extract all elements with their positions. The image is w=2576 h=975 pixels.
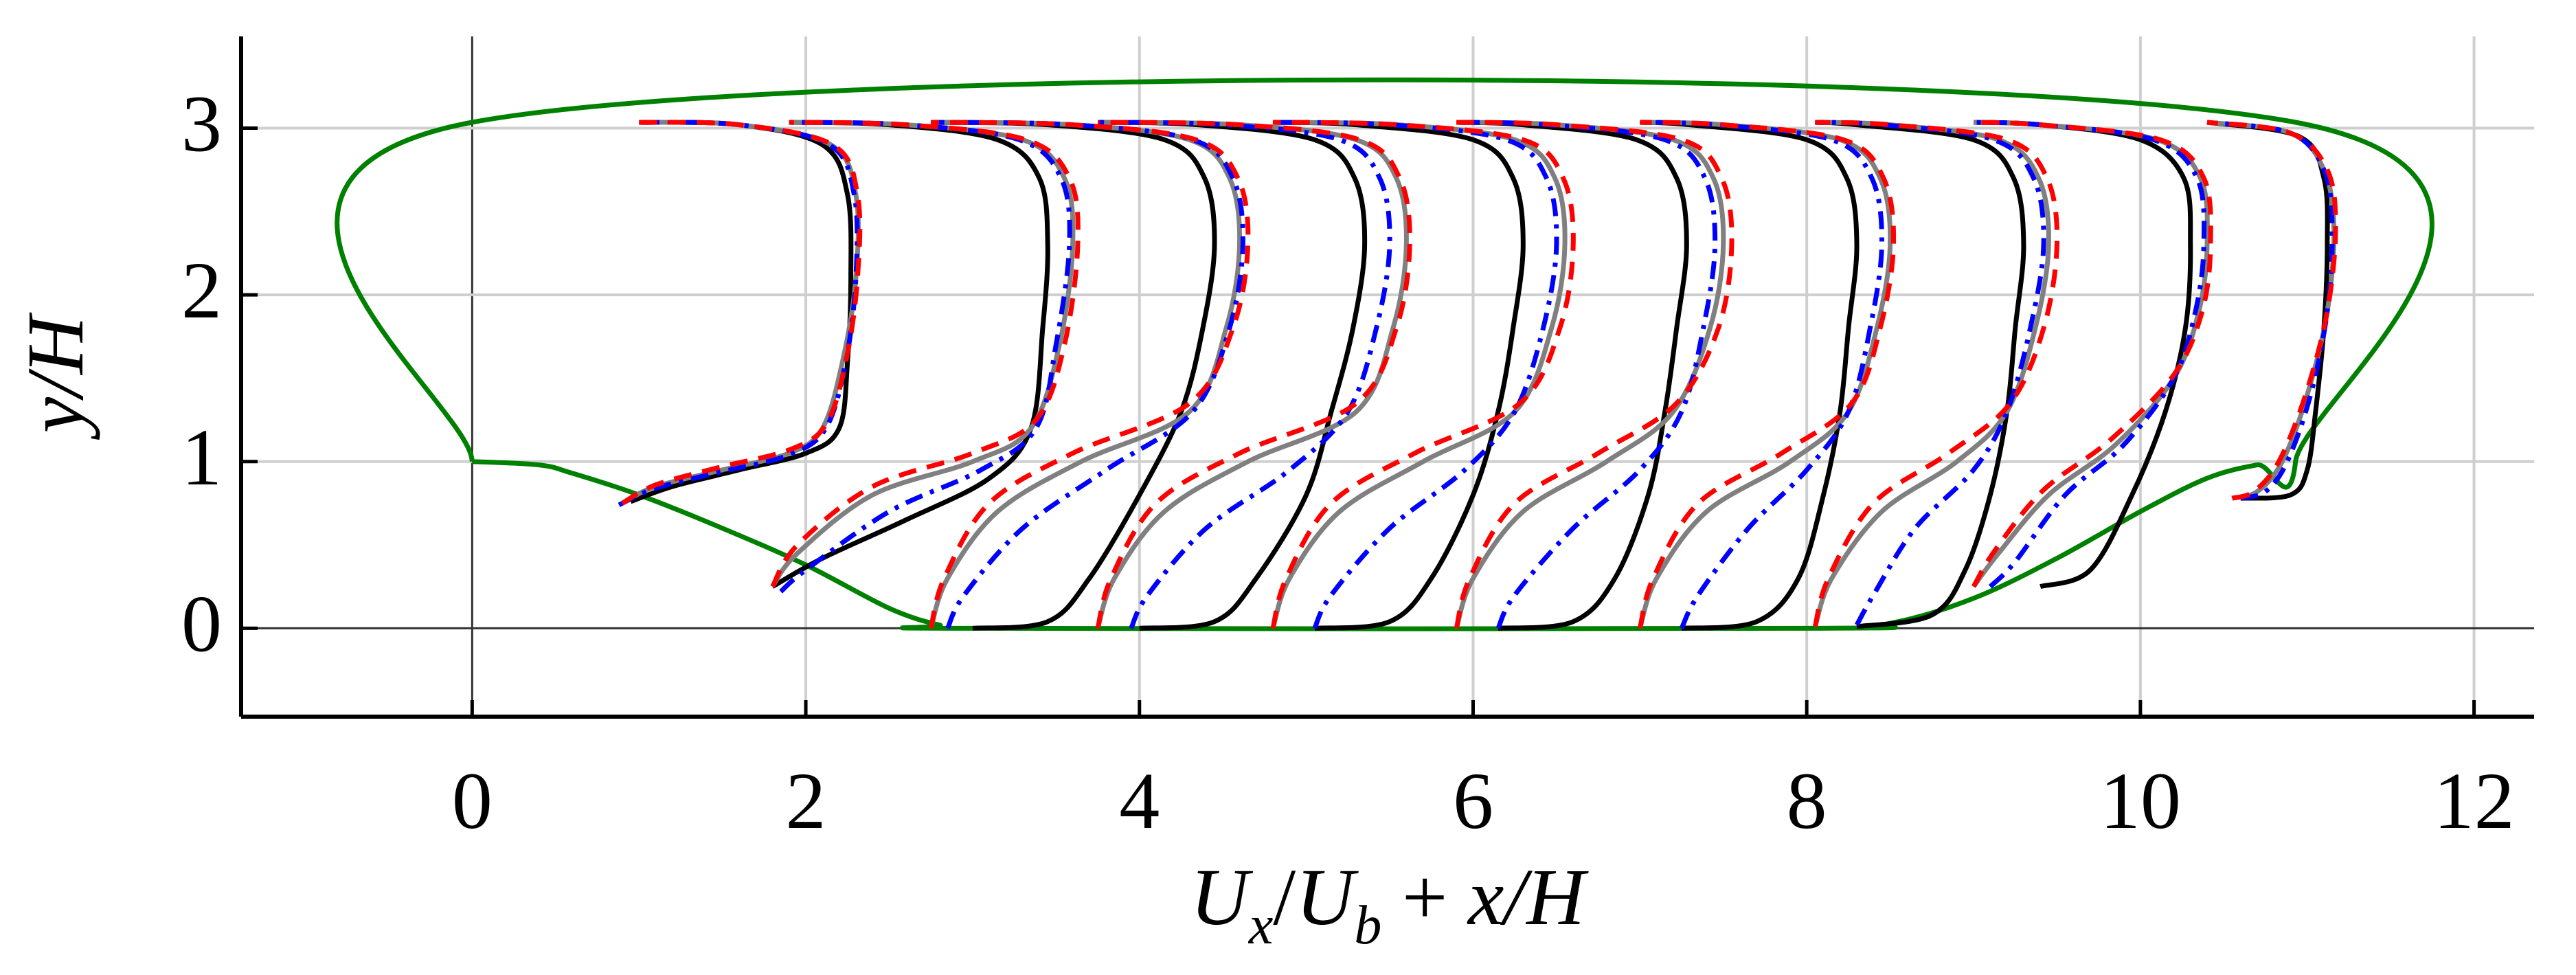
x-axis-label-part: +: [1381, 852, 1468, 942]
y-tick-label: 1: [181, 412, 222, 502]
x-tick-label: 0: [452, 756, 493, 846]
profile-line: [618, 120, 2335, 629]
grid: [241, 36, 2534, 717]
y-tick-label: 2: [181, 245, 222, 335]
x-tick-label: 10: [2100, 756, 2181, 846]
x-axis-label-part: b: [1354, 895, 1381, 956]
y-axis-label: y/H: [10, 312, 100, 440]
x-tick-label: 2: [786, 756, 826, 846]
x-tick-label: 12: [2434, 756, 2515, 846]
x-tick-label: 4: [1119, 756, 1160, 846]
x-tick-label: 8: [1787, 756, 1827, 846]
x-axis-label-part: U: [1296, 852, 1359, 942]
profile-line: [621, 120, 2338, 629]
plot-area: [335, 77, 2434, 631]
x-axis-label-part: U: [1190, 852, 1254, 942]
x-axis-label-part: x/H: [1467, 852, 1589, 942]
x-tick-label: 6: [1453, 756, 1493, 846]
y-tick-label: 0: [181, 579, 222, 669]
x-axis-label: Ux/Ub + x/H: [1190, 852, 1589, 956]
x-axis-label-part: /: [1273, 852, 1296, 942]
x-axis-label-part: x: [1248, 895, 1274, 956]
profile-line: [621, 120, 2337, 629]
y-tick-label: 3: [181, 79, 222, 169]
